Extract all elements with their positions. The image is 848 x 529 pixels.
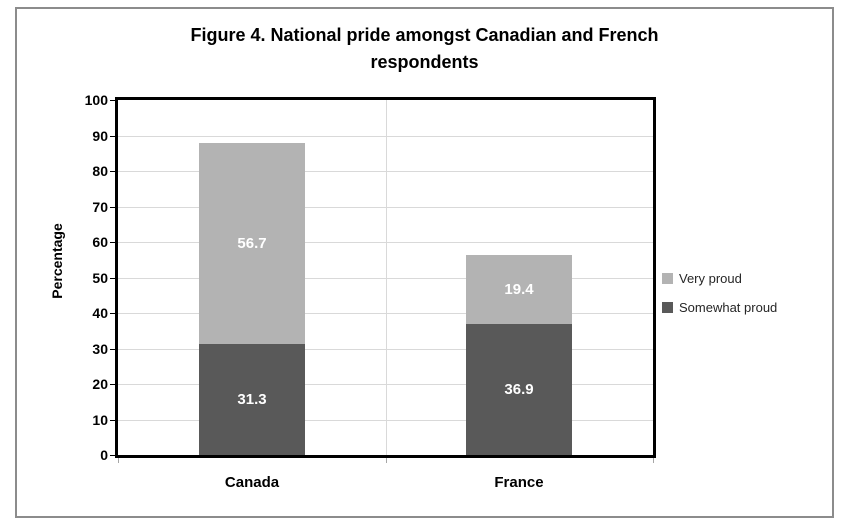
h-gridline <box>118 384 653 385</box>
h-gridline <box>118 206 653 208</box>
legend-swatch <box>662 302 673 313</box>
legend: Very proud Somewhat proud <box>662 271 777 315</box>
h-gridline <box>118 419 653 421</box>
legend-item: Somewhat proud <box>662 300 777 315</box>
y-tick-label: 0 <box>100 447 108 463</box>
bar-segment: 19.4 <box>466 255 572 325</box>
y-tick-mark <box>110 242 118 243</box>
y-tick-label: 80 <box>92 163 108 179</box>
y-tick-label: 100 <box>84 92 108 108</box>
bar-data-label: 19.4 <box>504 281 534 299</box>
y-tick-label: 60 <box>92 234 108 250</box>
h-gridline <box>118 313 653 314</box>
y-tick-mark <box>110 384 118 385</box>
h-gridline <box>118 348 653 350</box>
h-gridline <box>118 171 653 172</box>
legend-item: Very proud <box>662 271 777 286</box>
legend-swatch <box>662 273 673 284</box>
y-tick-label: 30 <box>92 340 108 357</box>
y-tick-label: 90 <box>92 127 108 144</box>
y-tick-label: 20 <box>92 376 108 392</box>
bar-data-label: 56.7 <box>237 234 267 252</box>
y-tick-mark <box>110 206 118 208</box>
bar-segment: 56.7 <box>199 142 305 344</box>
y-tick-label: 70 <box>92 198 108 215</box>
x-category-label: Canada <box>224 474 280 491</box>
y-tick-mark <box>110 348 118 350</box>
y-tick-mark <box>110 171 118 172</box>
chart-title-line2: respondents <box>370 52 479 72</box>
y-tick-mark <box>110 100 118 101</box>
y-tick-mark <box>110 277 118 279</box>
bar-data-label: 36.9 <box>504 381 534 398</box>
x-tick-mark <box>386 458 387 463</box>
category-divider <box>386 100 387 455</box>
figure-frame: Figure 4. National pride amongst Canadia… <box>15 7 834 518</box>
bar-segment: 36.9 <box>466 324 572 455</box>
x-tick-mark <box>118 458 119 463</box>
x-category-label: France <box>494 474 544 491</box>
bar-data-label: 31.3 <box>237 390 267 408</box>
chart-title: Figure 4. National pride amongst Canadia… <box>17 22 832 76</box>
y-tick-label: 10 <box>92 411 108 428</box>
h-gridline <box>118 242 653 243</box>
y-tick-mark <box>110 313 118 314</box>
y-tick-mark <box>110 135 118 137</box>
legend-label: Somewhat proud <box>679 300 778 315</box>
y-tick-label: 40 <box>92 305 108 321</box>
legend-label: Very proud <box>679 271 742 286</box>
h-gridline <box>118 277 653 279</box>
y-tick-label: 50 <box>92 269 108 286</box>
y-tick-mark <box>110 419 118 421</box>
bar-segment: 31.3 <box>199 343 305 455</box>
chart-title-line1: Figure 4. National pride amongst Canadia… <box>190 25 659 45</box>
h-gridline <box>118 135 653 137</box>
y-tick-mark <box>110 455 118 456</box>
plot-area: 31.3 56.7 36.9 19.4 <box>115 97 656 458</box>
x-tick-mark <box>653 458 654 463</box>
